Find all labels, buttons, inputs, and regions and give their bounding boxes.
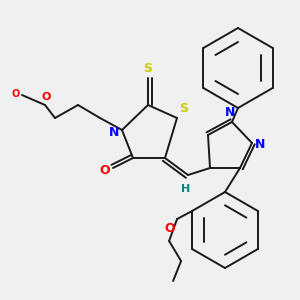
Text: N: N xyxy=(109,125,119,139)
Text: N: N xyxy=(255,139,266,152)
Text: N: N xyxy=(225,106,235,119)
Text: S: S xyxy=(179,102,188,115)
Text: O: O xyxy=(99,164,110,176)
Text: O: O xyxy=(12,89,20,99)
Text: O: O xyxy=(164,222,175,235)
Text: O: O xyxy=(41,92,51,102)
Text: H: H xyxy=(182,184,190,194)
Text: S: S xyxy=(143,62,152,75)
